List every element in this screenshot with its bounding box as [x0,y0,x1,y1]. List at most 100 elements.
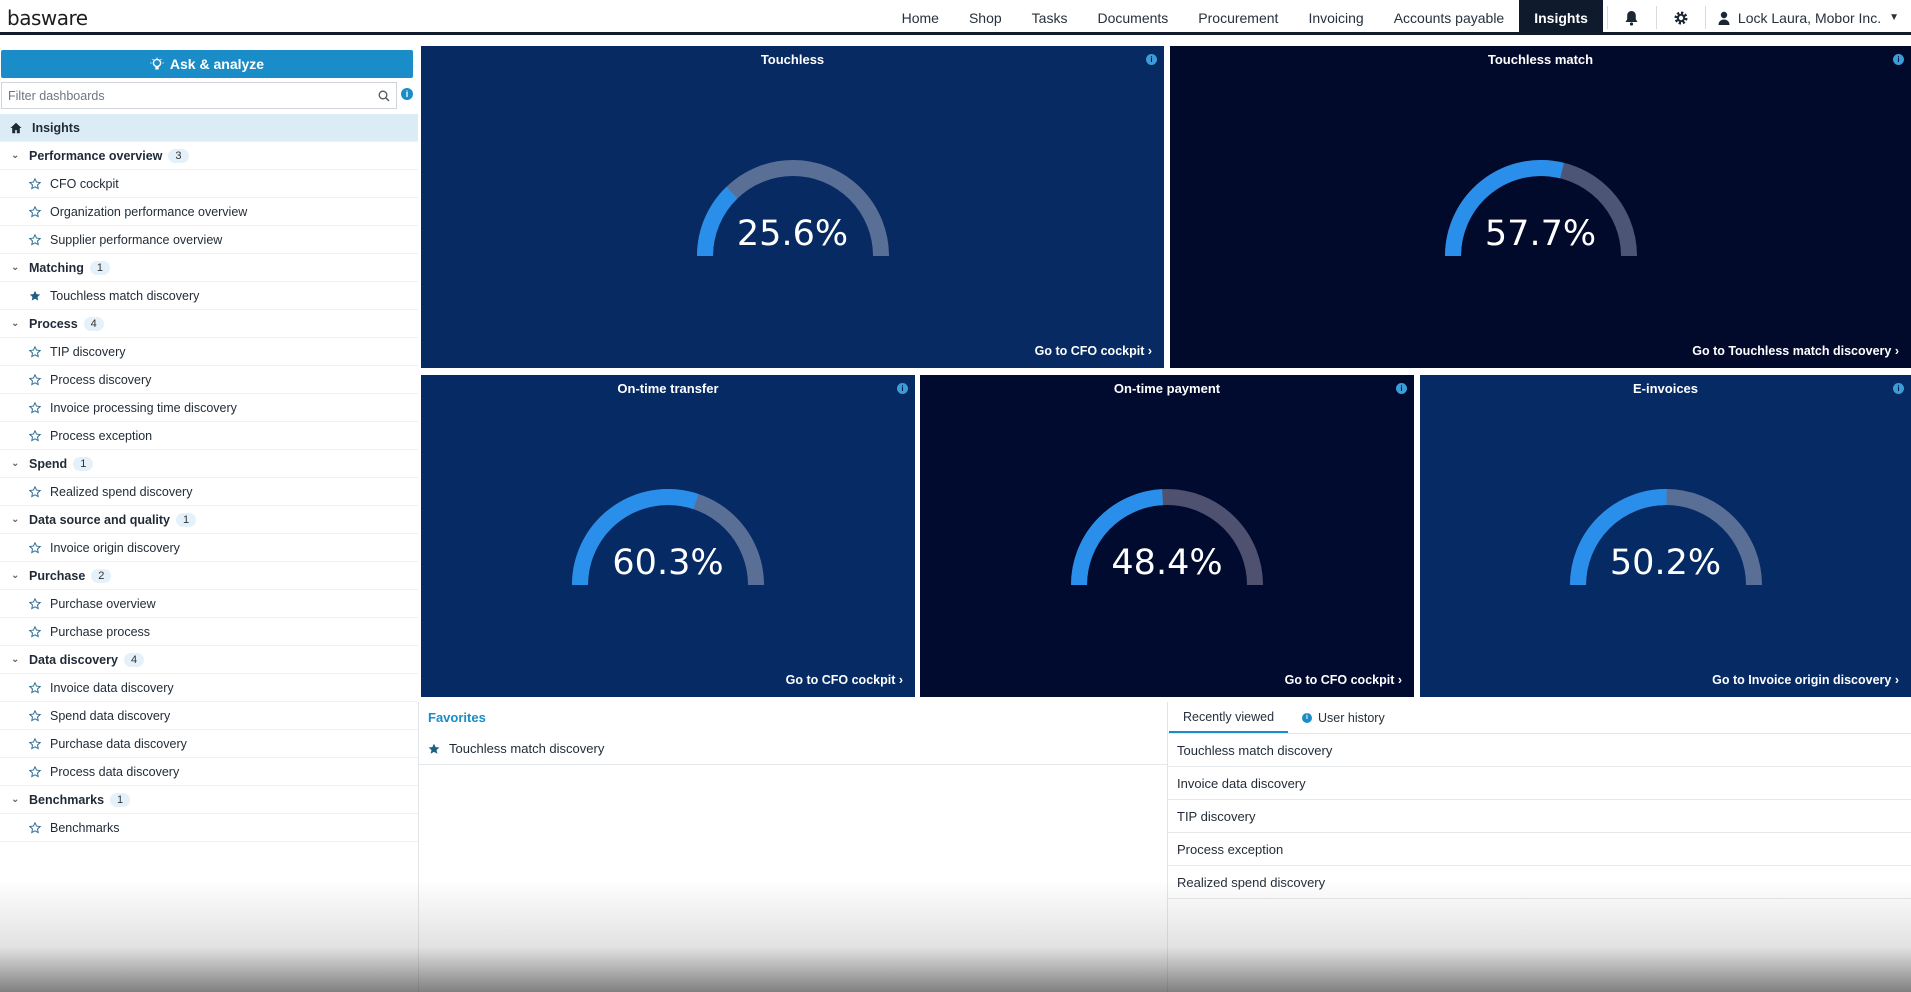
gear-icon[interactable] [1661,0,1701,35]
filter-dashboards-input[interactable]: Filter dashboards [1,82,397,109]
tile-touchless-match[interactable]: Touchless match i 57.7% Go to Touchless mat… [1170,46,1911,368]
tree-group-count: 4 [83,316,104,331]
tree-item[interactable]: Spend data discovery [0,702,418,730]
user-menu[interactable]: Lock Laura, Mobor Inc. ▼ [1710,0,1911,35]
tree-item[interactable]: Invoice data discovery [0,674,418,702]
tile-touchless[interactable]: Touchless i 25.6% Go to CFO cockpit › [421,46,1164,368]
ask-analyze-button[interactable]: Ask & analyze [1,50,413,78]
star-icon[interactable] [29,597,41,610]
tree-item[interactable]: CFO cockpit [0,170,418,198]
tree-item[interactable]: Purchase data discovery [0,730,418,758]
info-icon[interactable]: i [1396,383,1407,394]
nav-accounts-payable[interactable]: Accounts payable [1393,9,1505,26]
star-icon[interactable] [29,485,41,498]
recent-item[interactable]: Realized spend discovery [1168,866,1911,899]
tree-item[interactable]: Organization performance overview [0,198,418,226]
recent-item[interactable]: TIP discovery [1168,800,1911,833]
tree-group[interactable]: ⌄ Data discovery 4 [0,646,418,674]
tile-link[interactable]: Go to CFO cockpit › [1034,344,1152,358]
tile-e-invoices[interactable]: E-invoices i 50.2% Go to Invoice origin dis… [1420,375,1911,697]
bell-icon[interactable] [1612,0,1652,35]
tree-group[interactable]: ⌄ Data source and quality 1 [0,506,418,534]
tree-item[interactable]: Process data discovery [0,758,418,786]
tree-item[interactable]: Touchless match discovery [0,282,418,310]
star-icon[interactable] [29,821,41,834]
search-icon[interactable] [378,90,390,102]
star-icon[interactable] [29,709,41,722]
info-icon[interactable]: i [897,383,908,394]
tree-item-label: Process data discovery [50,764,180,779]
chevron-down-icon[interactable]: ⌄ [11,654,20,665]
star-icon[interactable] [29,401,41,414]
star-icon[interactable] [29,373,41,386]
star-icon[interactable] [29,429,41,442]
tree-item[interactable]: Process discovery [0,366,418,394]
tile-link[interactable]: Go to CFO cockpit › [785,673,903,687]
chevron-down-icon[interactable]: ⌄ [11,150,20,161]
tile-on-time-transfer[interactable]: On-time transfer i 60.3% Go to CFO cockpit … [421,375,915,697]
tree-group[interactable]: ⌄ Process 4 [0,310,418,338]
tree-item[interactable]: Purchase process [0,618,418,646]
info-icon[interactable]: i [401,88,413,100]
star-icon[interactable] [29,625,41,638]
tree-item[interactable]: Benchmarks [0,814,418,842]
tree-group[interactable]: ⌄ Benchmarks 1 [0,786,418,814]
tile-on-time-payment[interactable]: On-time payment i 48.4% Go to CFO cockpit › [920,375,1414,697]
chevron-down-icon[interactable]: ⌄ [11,458,20,469]
tree-home-insights[interactable]: Insights [0,114,418,142]
tree-item-label: Organization performance overview [50,204,248,219]
nav-procurement[interactable]: Procurement [1198,9,1279,26]
tree-group[interactable]: ⌄ Matching 1 [0,254,418,282]
star-filled-icon[interactable] [29,290,41,302]
tile-link[interactable]: Go to Touchless match discovery › [1692,344,1899,358]
star-filled-icon[interactable] [428,743,440,755]
tree-group[interactable]: ⌄ Purchase 2 [0,562,418,590]
nav-divider [1655,6,1657,29]
basware-logo[interactable]: basware [7,6,88,30]
favorite-item[interactable]: Touchless match discovery [419,733,1167,765]
recent-item[interactable]: Invoice data discovery [1168,767,1911,800]
recent-item[interactable]: Touchless match discovery [1168,734,1911,767]
tile-title: On-time transfer [617,381,719,396]
tree-group[interactable]: ⌄ Spend 1 [0,450,418,478]
tab-recently-viewed[interactable]: Recently viewed [1169,702,1289,733]
tile-link[interactable]: Go to Invoice origin discovery › [1712,673,1899,687]
star-icon[interactable] [29,177,41,190]
nav-documents[interactable]: Documents [1097,9,1169,26]
nav-tasks[interactable]: Tasks [1031,9,1068,26]
star-icon[interactable] [29,345,41,358]
star-icon[interactable] [29,541,41,554]
tree-item[interactable]: TIP discovery [0,338,418,366]
tree-item[interactable]: Purchase overview [0,590,418,618]
chevron-down-icon[interactable]: ⌄ [11,318,20,329]
nav-shop[interactable]: Shop [968,9,1002,26]
tree-item[interactable]: Supplier performance overview [0,226,418,254]
star-icon[interactable] [29,737,41,750]
star-icon[interactable] [29,205,41,218]
gauge-value: 25.6% [736,214,849,254]
info-icon[interactable]: i [1893,383,1904,394]
tab-user-history[interactable]: i User history [1288,702,1399,733]
tile-title: E-invoices [1632,381,1699,396]
tree-group-label: Data source and quality [29,512,171,527]
tree-item[interactable]: Invoice processing time discovery [0,394,418,422]
chevron-down-icon[interactable]: ⌄ [11,262,20,273]
info-icon[interactable]: i [1146,54,1157,65]
star-icon[interactable] [29,765,41,778]
tree-item[interactable]: Realized spend discovery [0,478,418,506]
nav-invoicing[interactable]: Invoicing [1308,9,1364,26]
star-icon[interactable] [29,681,41,694]
chevron-down-icon[interactable]: ⌄ [11,514,20,525]
tile-link[interactable]: Go to CFO cockpit › [1284,673,1402,687]
nav-insights[interactable]: Insights [1519,0,1603,35]
tree-item[interactable]: Process exception [0,422,418,450]
tree-group[interactable]: ⌄ Performance overview 3 [0,142,418,170]
chevron-down-icon[interactable]: ⌄ [11,794,20,805]
tree-item-label: Purchase process [50,624,151,639]
star-icon[interactable] [29,233,41,246]
tree-item[interactable]: Invoice origin discovery [0,534,418,562]
chevron-down-icon[interactable]: ⌄ [11,570,20,581]
info-icon[interactable]: i [1893,54,1904,65]
recent-item[interactable]: Process exception [1168,833,1911,866]
nav-home[interactable]: Home [901,9,939,26]
